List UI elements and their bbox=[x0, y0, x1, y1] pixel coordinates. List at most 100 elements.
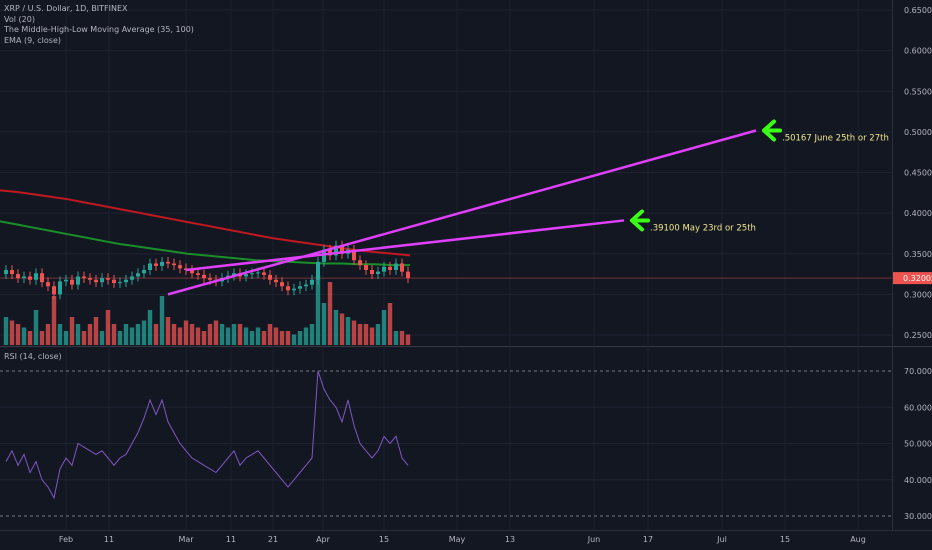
time-tick-label: Apr bbox=[316, 535, 331, 544]
volume-bar bbox=[51, 296, 57, 345]
candle-body bbox=[274, 279, 278, 283]
volume-bar bbox=[111, 324, 117, 345]
volume-bar bbox=[321, 303, 327, 345]
legend-vol: Vol (20) bbox=[4, 14, 35, 24]
volume-bar bbox=[261, 331, 267, 345]
time-tick-label: 13 bbox=[505, 535, 515, 544]
volume-bar bbox=[369, 327, 375, 345]
volume-bar bbox=[363, 324, 369, 345]
volume-bar bbox=[177, 327, 183, 345]
candle-body bbox=[394, 263, 398, 270]
candle-body bbox=[4, 270, 8, 275]
candle-body bbox=[106, 278, 110, 280]
volume-bar bbox=[255, 327, 261, 345]
candle-body bbox=[316, 261, 320, 280]
candle-body bbox=[232, 273, 236, 276]
annotation-arrow bbox=[762, 119, 782, 142]
time-tick-label: Feb bbox=[59, 535, 73, 544]
volume-bar bbox=[93, 317, 99, 345]
annotation-label: .50167 June 25th or 27th bbox=[782, 133, 889, 143]
annotation-label: .39100 May 23rd or 25th bbox=[650, 223, 756, 233]
candle-body bbox=[58, 281, 62, 295]
volume-bar bbox=[39, 331, 45, 345]
candle-body bbox=[202, 274, 206, 279]
candle-body bbox=[10, 270, 14, 275]
candle-body bbox=[112, 279, 116, 283]
volume-bar bbox=[237, 324, 243, 345]
candle-body bbox=[244, 274, 248, 277]
time-tick-label: Jun bbox=[587, 535, 601, 544]
volume-bar bbox=[171, 324, 177, 345]
rsi-line bbox=[5, 370, 409, 500]
volume-bar bbox=[159, 296, 165, 345]
candle-body bbox=[370, 270, 374, 275]
time-tick-label: 15 bbox=[379, 535, 389, 544]
candle-body bbox=[172, 263, 176, 266]
candle-body bbox=[94, 279, 98, 283]
legend-symbol: XRP / U.S. Dollar, 1D, BITFINEX bbox=[4, 4, 128, 13]
volume-bar bbox=[189, 324, 195, 345]
volume-bar bbox=[405, 334, 411, 345]
annotation-arrow bbox=[630, 209, 650, 232]
volume-bar bbox=[105, 310, 111, 345]
volume-bar bbox=[285, 331, 291, 345]
candle-body bbox=[34, 273, 38, 280]
candle-body bbox=[76, 276, 80, 285]
candle-body bbox=[88, 278, 92, 280]
candle-body bbox=[376, 271, 380, 275]
candle-body bbox=[250, 273, 254, 275]
candle-body bbox=[196, 273, 200, 275]
candle-body bbox=[64, 279, 68, 282]
candle-body bbox=[352, 249, 356, 261]
current-price-badge bbox=[893, 272, 932, 285]
candle-body bbox=[22, 276, 26, 279]
candle-body bbox=[388, 266, 392, 270]
volume-bar bbox=[381, 310, 387, 345]
candle-body bbox=[340, 245, 344, 254]
candle-body bbox=[40, 273, 44, 283]
candle-body bbox=[154, 263, 158, 266]
candle-body bbox=[136, 273, 140, 277]
candle-body bbox=[286, 286, 290, 291]
volume-bar bbox=[339, 313, 345, 345]
volume-bar bbox=[27, 331, 33, 345]
volume-bar bbox=[249, 331, 255, 345]
volume-bar bbox=[273, 327, 279, 345]
candle-body bbox=[118, 282, 122, 284]
volume-bar bbox=[81, 331, 87, 345]
volume-bar bbox=[231, 324, 237, 345]
volume-bar bbox=[135, 324, 141, 345]
volume-bar bbox=[207, 324, 213, 345]
volume-bar bbox=[243, 327, 249, 345]
candle-body bbox=[190, 270, 194, 274]
volume-bar bbox=[147, 310, 153, 345]
volume-bar bbox=[327, 282, 333, 345]
candle-body bbox=[292, 288, 296, 291]
candle-body bbox=[52, 286, 56, 295]
volume-bar bbox=[45, 324, 51, 345]
candle-body bbox=[304, 284, 308, 287]
volume-bar bbox=[303, 327, 309, 345]
candle-body bbox=[28, 276, 32, 280]
volume-bar bbox=[57, 324, 63, 345]
volume-bar bbox=[315, 275, 321, 345]
candle-body bbox=[178, 265, 182, 269]
candle-body bbox=[142, 270, 146, 274]
volume-bar bbox=[333, 310, 339, 345]
candle-body bbox=[334, 245, 338, 256]
candle-body bbox=[100, 278, 104, 283]
volume-bar bbox=[183, 320, 189, 345]
volume-bar bbox=[123, 324, 129, 345]
chart-legend: XRP / U.S. Dollar, 1D, BITFINEX Vol (20)… bbox=[4, 4, 194, 46]
